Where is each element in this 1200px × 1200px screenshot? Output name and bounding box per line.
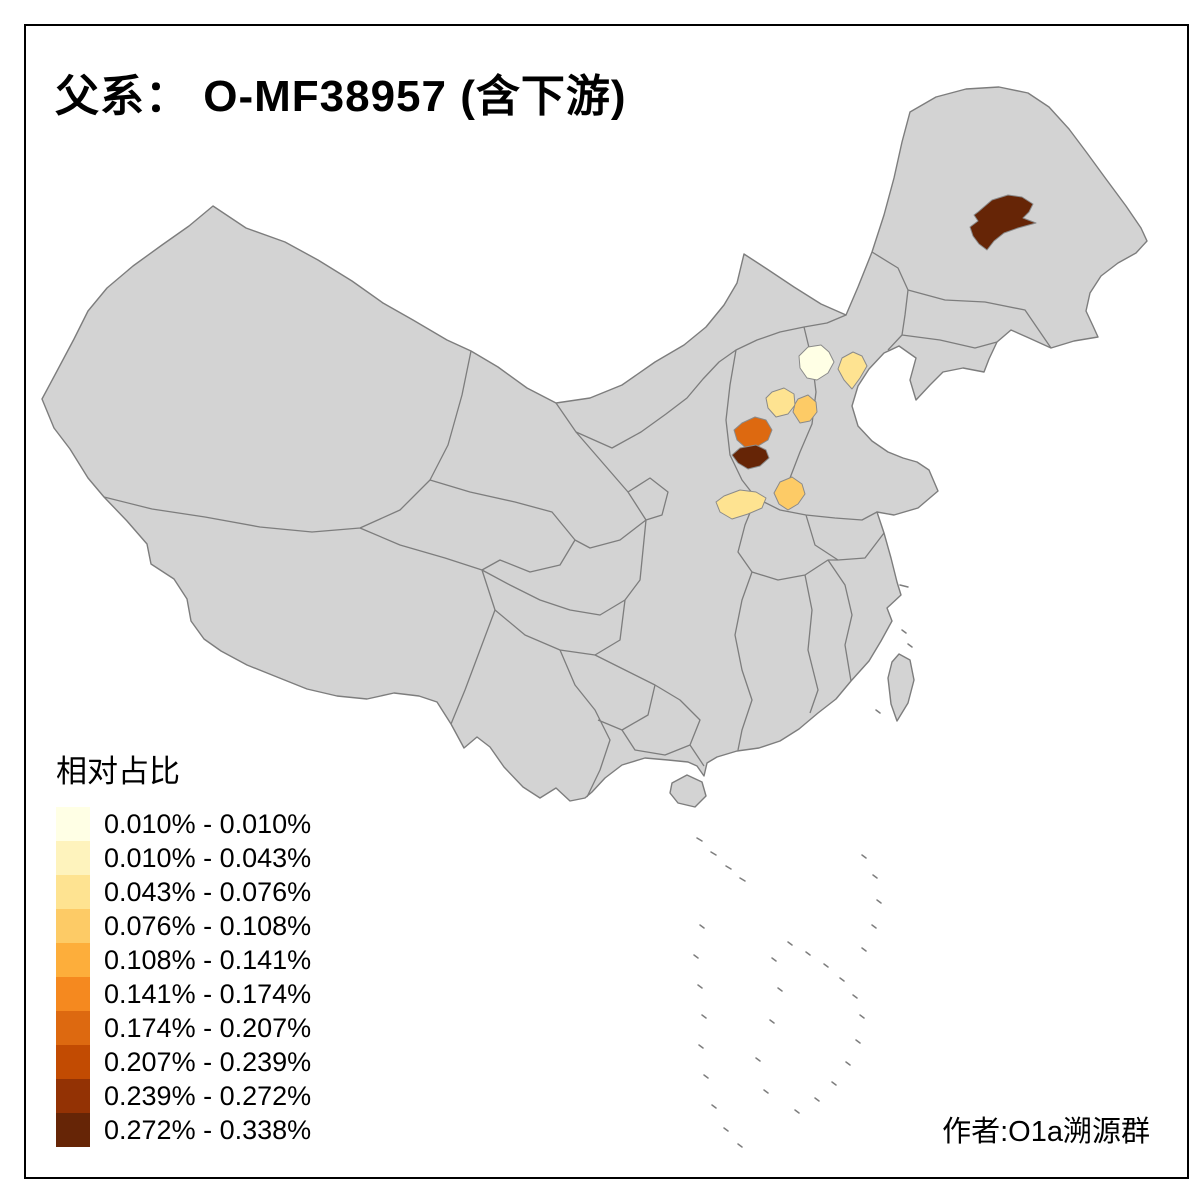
legend-range-label: 0.272% - 0.338% <box>104 1114 312 1145</box>
province-borders <box>103 251 1052 798</box>
region-south-shanxi-dark <box>731 444 770 470</box>
taiwan-island <box>887 653 915 722</box>
legend-range-label: 0.010% - 0.043% <box>104 842 312 873</box>
legend-row: 0.043% - 0.076% <box>56 875 311 909</box>
legend-row: 0.272% - 0.338% <box>56 1113 311 1147</box>
region-central-shaanxi <box>715 489 767 520</box>
legend-range-label: 0.141% - 0.174% <box>104 978 312 1009</box>
legend-range-label: 0.043% - 0.076% <box>104 876 312 907</box>
legend-swatch <box>56 875 90 909</box>
legend-row: 0.174% - 0.207% <box>56 1011 311 1045</box>
legend-range-label: 0.076% - 0.108% <box>104 910 312 941</box>
attribution: 作者:O1a溯源群 <box>942 1116 1150 1148</box>
legend-swatch <box>56 1011 90 1045</box>
province-border <box>481 519 647 656</box>
legend-swatch <box>56 943 90 977</box>
islet-marks <box>693 584 913 1148</box>
province-border <box>555 402 669 549</box>
region-south-hebei-east <box>792 394 818 424</box>
legend-title: 相对占比 <box>56 754 180 789</box>
region-west-henan <box>773 476 806 511</box>
region-east-of-beijing <box>837 351 868 390</box>
province-border <box>559 649 705 798</box>
region-south-shanxi-orange <box>733 416 773 449</box>
islet <box>693 584 913 1148</box>
legend-row: 0.076% - 0.108% <box>56 909 311 943</box>
legend-swatch <box>56 1045 90 1079</box>
hainan-island <box>669 774 707 808</box>
legend-row: 0.010% - 0.043% <box>56 841 311 875</box>
legend-rows: 0.010% - 0.010% 0.010% - 0.043% 0.043% - 0… <box>56 807 311 1147</box>
legend-range-label: 0.207% - 0.239% <box>104 1046 312 1077</box>
region-northeast-darkest <box>969 194 1037 251</box>
province-border <box>359 527 496 725</box>
legend: 相对占比 0.010% - 0.010% 0.010% - 0.043% 0.043… <box>56 746 311 1147</box>
legend-range-label: 0.010% - 0.010% <box>104 808 312 839</box>
legend-swatch <box>56 1079 90 1113</box>
legend-row: 0.010% - 0.010% <box>56 807 311 841</box>
legend-swatch <box>56 909 90 943</box>
mainland-outline <box>41 86 1148 802</box>
legend-row: 0.108% - 0.141% <box>56 943 311 977</box>
province-border <box>725 349 757 499</box>
legend-swatch <box>56 977 90 1011</box>
legend-range-label: 0.108% - 0.141% <box>104 944 312 975</box>
legend-range-label: 0.239% - 0.272% <box>104 1080 312 1111</box>
legend-row: 0.141% - 0.174% <box>56 977 311 1011</box>
province-border <box>734 559 853 751</box>
province-border <box>871 251 1052 351</box>
page-title: 父系： O-MF38957 (含下游) <box>55 72 627 121</box>
legend-swatch <box>56 841 90 875</box>
landmass-group <box>41 86 1148 808</box>
highlighted-regions <box>715 194 1037 520</box>
plot-frame <box>24 24 1189 1179</box>
region-beijing-palest <box>798 344 835 381</box>
legend-swatch <box>56 807 90 841</box>
legend-row: 0.207% - 0.239% <box>56 1045 311 1079</box>
region-south-hebei-west <box>765 387 796 418</box>
legend-row: 0.239% - 0.272% <box>56 1079 311 1113</box>
legend-range-label: 0.174% - 0.207% <box>104 1012 312 1043</box>
province-border <box>737 497 838 581</box>
legend-swatch <box>56 1113 90 1147</box>
